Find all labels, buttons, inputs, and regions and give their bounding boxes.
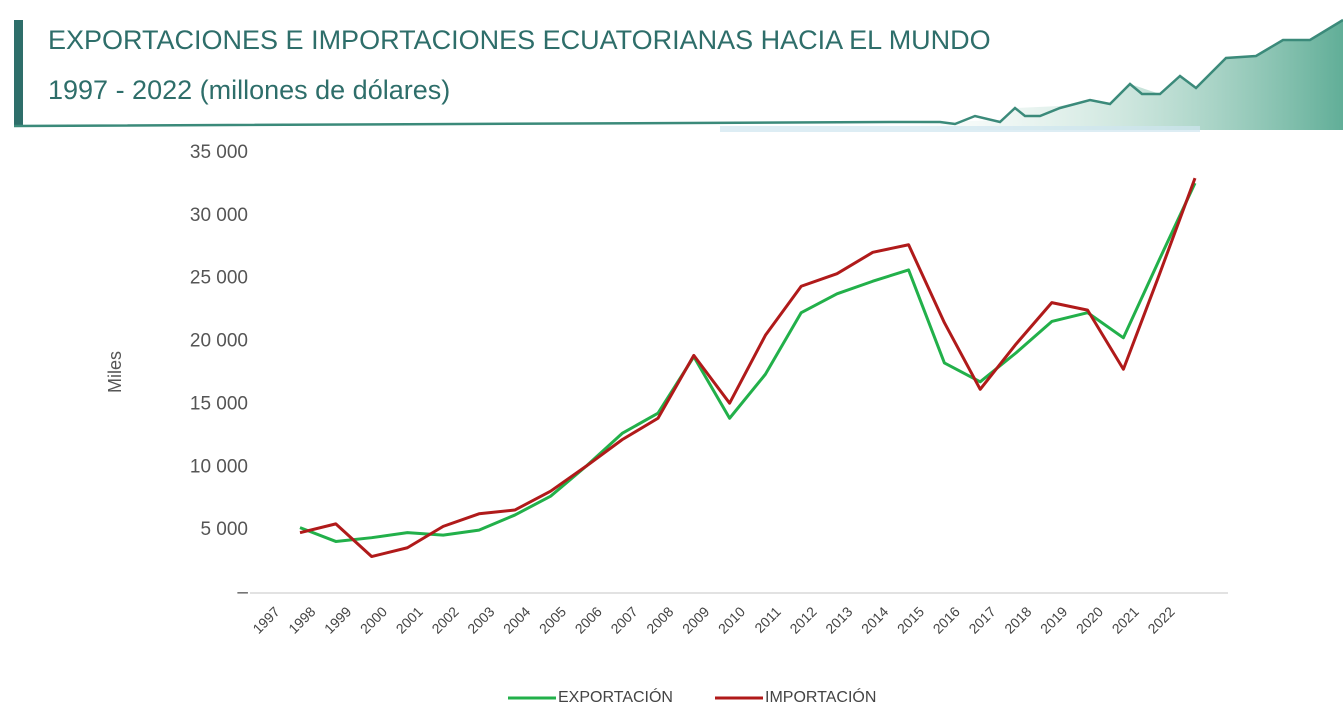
chart: EXPORTACIONES E IMPORTACIONES ECUATORIAN… — [0, 0, 1343, 707]
x-tick-label: 2020 — [1073, 603, 1106, 636]
y-tick-label: 25 000 — [190, 268, 248, 289]
x-tick-label: 2005 — [536, 603, 569, 636]
x-tick-label: 2004 — [500, 603, 533, 636]
y-tick-label: – — [237, 582, 248, 603]
page: EXPORTACIONES E IMPORTACIONES ECUATORIAN… — [0, 0, 1343, 707]
x-tick-label: 2015 — [894, 603, 927, 636]
x-tick-label: 2021 — [1109, 603, 1142, 636]
x-tick-label: 2010 — [715, 603, 748, 636]
x-tick-label: 2018 — [1001, 603, 1034, 636]
legend-label: EXPORTACIÓN — [558, 687, 673, 706]
x-tick-label: 2001 — [393, 603, 426, 636]
x-tick-label: 2014 — [858, 603, 891, 636]
x-tick-label: 2003 — [464, 603, 497, 636]
chart-title: EXPORTACIONES E IMPORTACIONES ECUATORIAN… — [48, 25, 991, 55]
y-axis-label: Miles — [105, 351, 125, 393]
y-tick-label: 30 000 — [190, 205, 248, 226]
x-tick-label: 2007 — [607, 603, 640, 636]
x-tick-label: 2022 — [1144, 603, 1177, 636]
y-tick-label: 20 000 — [190, 331, 248, 352]
x-tick-label: 2000 — [357, 603, 390, 636]
y-tick-label: 35 000 — [190, 142, 248, 163]
x-tick-label: 2008 — [643, 603, 676, 636]
x-tick-label: 1998 — [285, 603, 318, 636]
y-tick-label: 10 000 — [190, 456, 248, 477]
x-tick-label: 2011 — [751, 603, 784, 636]
series-line — [300, 183, 1195, 541]
legend-label: IMPORTACIÓN — [765, 687, 876, 706]
x-tick-label: 2017 — [965, 603, 998, 636]
series-line — [300, 178, 1195, 556]
x-tick-label: 2012 — [786, 603, 819, 636]
y-tick-label: 5 000 — [200, 519, 248, 540]
chart-subtitle: 1997 - 2022 (millones de dólares) — [48, 75, 450, 105]
y-tick-label: 15 000 — [190, 393, 248, 414]
x-tick-label: 2009 — [679, 603, 712, 636]
x-tick-label: 2002 — [428, 603, 461, 636]
x-tick-label: 2016 — [930, 603, 963, 636]
x-tick-label: 2019 — [1037, 603, 1070, 636]
x-tick-label: 2006 — [572, 603, 605, 636]
x-tick-label: 1997 — [249, 603, 282, 636]
x-tick-label: 1999 — [321, 603, 354, 636]
x-tick-label: 2013 — [822, 603, 855, 636]
